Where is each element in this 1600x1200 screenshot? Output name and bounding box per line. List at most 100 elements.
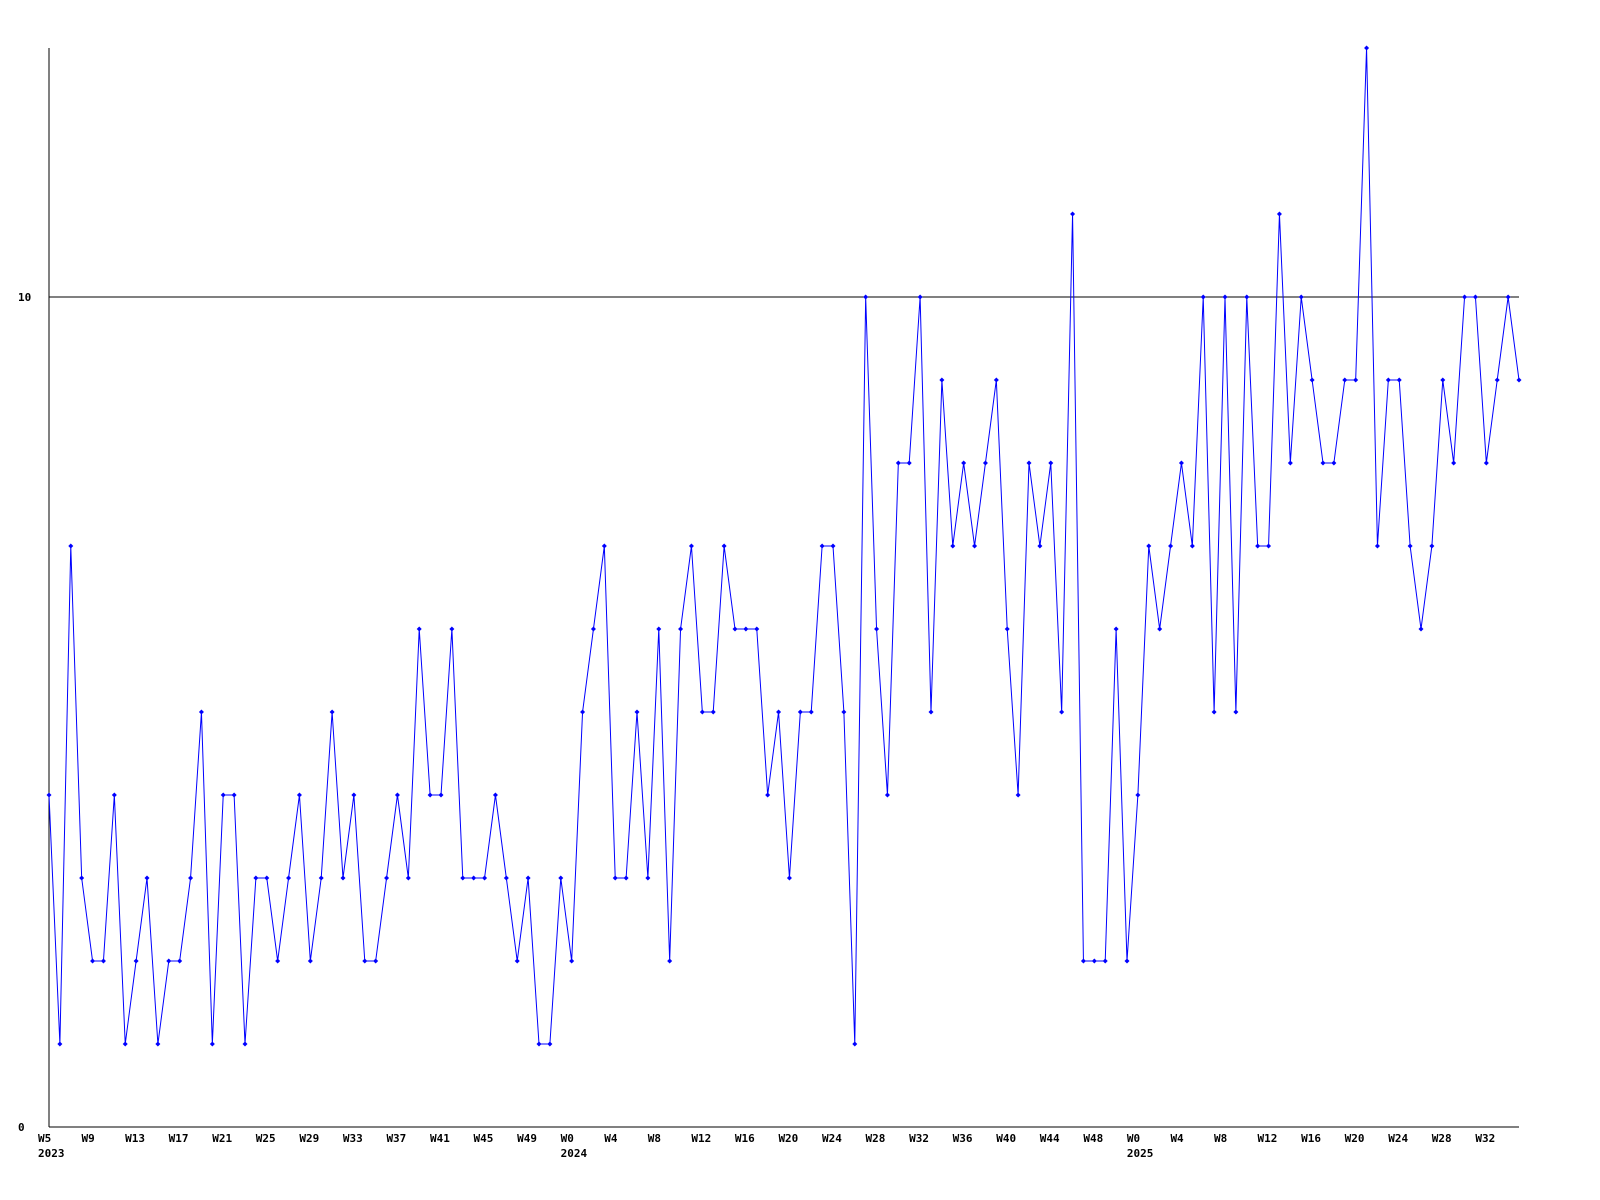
point [786, 875, 792, 881]
point [688, 543, 694, 549]
point [1255, 543, 1261, 549]
point [721, 543, 727, 549]
x-tick-label: W4 [1170, 1132, 1184, 1145]
point [209, 1041, 215, 1047]
point [1472, 294, 1478, 300]
x-tick-label: W8 [1214, 1132, 1227, 1145]
point [808, 709, 814, 715]
point [743, 626, 749, 632]
point [144, 875, 150, 881]
point [1070, 211, 1076, 217]
point [906, 460, 912, 466]
point [275, 958, 281, 964]
x-tick-label: W44 [1040, 1132, 1060, 1145]
point [536, 1041, 542, 1047]
point [1516, 377, 1522, 383]
x-tick-label: W40 [996, 1132, 1016, 1145]
point [852, 1041, 858, 1047]
x-tick-label: W24 [822, 1132, 842, 1145]
point [590, 626, 596, 632]
x-tick-label: W48 [1083, 1132, 1103, 1145]
point [286, 875, 292, 881]
point [514, 958, 520, 964]
point [1266, 543, 1272, 549]
point [1048, 460, 1054, 466]
point [1298, 294, 1304, 300]
point [231, 792, 237, 798]
x-group-label: 2025 [1127, 1147, 1154, 1160]
point [1026, 460, 1032, 466]
point [612, 875, 618, 881]
x-tick-label: W28 [1432, 1132, 1452, 1145]
point [874, 626, 880, 632]
point [569, 958, 575, 964]
point [1244, 294, 1250, 300]
point [1287, 460, 1293, 466]
point [797, 709, 803, 715]
point [993, 377, 999, 383]
point [1146, 543, 1152, 549]
point [438, 792, 444, 798]
point [972, 543, 978, 549]
x-tick-label: W37 [386, 1132, 406, 1145]
x-tick-label: W17 [169, 1132, 189, 1145]
point [830, 543, 836, 549]
point [1483, 460, 1489, 466]
point [220, 792, 226, 798]
point [1233, 709, 1239, 715]
point [1407, 543, 1413, 549]
point [1124, 958, 1130, 964]
point [188, 875, 194, 881]
point [122, 1041, 128, 1047]
point [1364, 45, 1370, 51]
x-tick-label: W24 [1388, 1132, 1408, 1145]
point [1091, 958, 1097, 964]
x-tick-label: W33 [343, 1132, 363, 1145]
point [1211, 709, 1217, 715]
point [329, 709, 335, 715]
point [318, 875, 324, 881]
x-tick-label: W12 [1258, 1132, 1278, 1145]
point [645, 875, 651, 881]
point [1135, 792, 1141, 798]
point [46, 792, 52, 798]
x-tick-label: W36 [953, 1132, 973, 1145]
point [939, 377, 945, 383]
y-tick-label: 10 [18, 291, 31, 304]
point [460, 875, 466, 881]
point [580, 709, 586, 715]
point [1451, 460, 1457, 466]
point [765, 792, 771, 798]
point [558, 875, 564, 881]
x-tick-label: W29 [299, 1132, 319, 1145]
point [155, 1041, 161, 1047]
x-group-label: 2023 [38, 1147, 65, 1160]
x-tick-label: W9 [82, 1132, 95, 1145]
x-tick-label: W49 [517, 1132, 537, 1145]
point [405, 875, 411, 881]
point [710, 709, 716, 715]
point [449, 626, 455, 632]
point [340, 875, 346, 881]
point [416, 626, 422, 632]
point [394, 792, 400, 798]
point [634, 709, 640, 715]
point [198, 709, 204, 715]
point [373, 958, 379, 964]
point [100, 958, 106, 964]
y-tick-label: 0 [18, 1121, 25, 1134]
point [1222, 294, 1228, 300]
point [1004, 626, 1010, 632]
point [1309, 377, 1315, 383]
point [1178, 460, 1184, 466]
point [1385, 377, 1391, 383]
point [503, 875, 509, 881]
point [678, 626, 684, 632]
point [601, 543, 607, 549]
x-tick-label: W0 [561, 1132, 574, 1145]
point [950, 543, 956, 549]
point [177, 958, 183, 964]
point [732, 626, 738, 632]
point [351, 792, 357, 798]
